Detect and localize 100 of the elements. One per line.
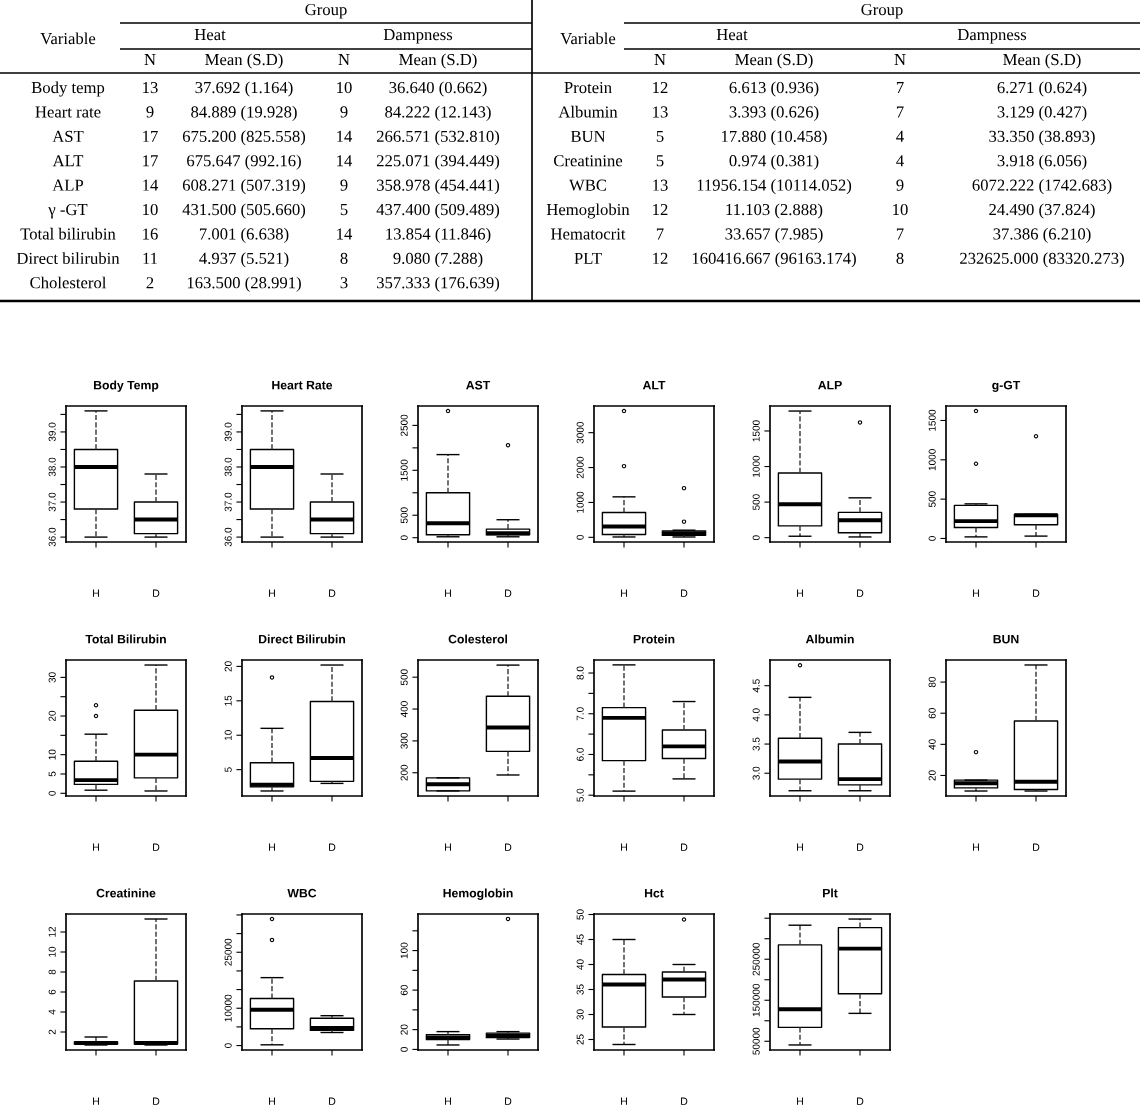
text: 5 <box>340 204 348 216</box>
text: 17 <box>143 130 158 142</box>
text: Variable <box>40 32 96 45</box>
category-label: ALT <box>52 155 84 167</box>
text: 84.889 (19.928) <box>191 105 297 121</box>
text: 9 <box>146 106 154 118</box>
text: 9 <box>896 179 904 191</box>
text: 14 <box>337 228 353 240</box>
category-label: γ -GT <box>48 203 88 219</box>
text: 12 <box>653 203 668 216</box>
text: Group <box>861 3 903 19</box>
text: 608.271 (507.319) <box>182 179 306 195</box>
text: 37.386 (6.210) <box>993 227 1091 243</box>
text: 4 <box>896 155 904 167</box>
text: 8 <box>896 252 904 264</box>
text: 7 <box>896 228 904 240</box>
category-label: N <box>654 54 666 66</box>
text: 11.103 (2.888) <box>726 203 823 219</box>
text: 33.657 (7.985) <box>725 227 823 243</box>
category-label: WBC <box>569 179 607 191</box>
text: 11956.154 (10114.052) <box>697 179 852 195</box>
text: Dampness <box>957 29 1027 44</box>
text: Group <box>305 3 347 19</box>
text: 3 <box>340 277 348 289</box>
category-label: Heart rate <box>35 106 101 118</box>
text: 17.880 (10.458) <box>722 130 827 146</box>
text: 7 <box>896 106 904 118</box>
text: 24.490 (37.824) <box>989 203 1095 219</box>
category-label: Cholesterol <box>30 276 107 289</box>
text: 4 <box>896 130 904 142</box>
text: 3.918 (6.056) <box>997 154 1087 170</box>
text: 6.271 (0.624) <box>997 81 1087 97</box>
category-label: Mean (S.D) <box>205 53 283 69</box>
text: 14 <box>337 155 353 167</box>
text: 16 <box>143 228 158 240</box>
category-label: BUN <box>570 130 606 142</box>
text: 4.937 (5.521) <box>199 252 289 268</box>
category-label: Mean (S.D) <box>399 53 477 69</box>
text: 37.692 (1.164) <box>195 81 293 97</box>
category-label: Total bilirubin <box>20 227 116 240</box>
text: 3.393 (0.626) <box>729 105 819 121</box>
text: 8 <box>340 252 348 264</box>
category-label: Mean (S.D) <box>1003 53 1081 69</box>
category-label: Mean (S.D) <box>735 53 813 69</box>
text: 11 <box>143 252 158 264</box>
category-label: N <box>144 54 156 66</box>
text: 358.978 (454.441) <box>377 179 500 195</box>
text: 225.071 (394.449) <box>376 154 500 170</box>
text: 13 <box>653 106 668 118</box>
text: 17 <box>143 155 158 167</box>
text: 10 <box>893 203 908 216</box>
text: 0.974 (0.381) <box>729 154 819 170</box>
category-label: N <box>338 54 350 66</box>
text: 2 <box>146 277 154 289</box>
text: 7 <box>656 228 664 240</box>
text: 266.571 (532.810) <box>376 130 500 146</box>
text: 6.613 (0.936) <box>729 81 819 97</box>
text: 84.222 (12.143) <box>385 105 491 121</box>
text: 13 <box>653 179 668 191</box>
text: 163.500 (28.991) <box>187 276 301 292</box>
text: Heat <box>194 29 226 41</box>
text: Heat <box>716 29 748 41</box>
category-label: Body temp <box>31 81 105 97</box>
category-label: N <box>894 54 906 66</box>
text: 5 <box>656 130 664 142</box>
category-label: ALP <box>52 179 84 191</box>
text: 675.200 (825.558) <box>182 130 306 146</box>
text: 9 <box>340 179 348 191</box>
text: 675.647 (992.16) <box>187 154 301 170</box>
category-label: AST <box>52 130 84 142</box>
text: 36.640 (0.662) <box>389 81 487 97</box>
text: 431.500 (505.660) <box>182 203 306 219</box>
category-label: Hemoglobin <box>546 203 630 219</box>
category-label: PLT <box>574 252 602 264</box>
category-label: Creatinine <box>553 155 623 167</box>
text: Dampness <box>383 29 453 44</box>
text: 9.080 (7.288) <box>393 252 483 268</box>
text: 13 <box>143 81 158 94</box>
text: 5 <box>656 155 664 167</box>
text: 7 <box>896 82 904 94</box>
text: 33.350 (38.893) <box>989 130 1095 146</box>
text: 13.854 (11.846) <box>386 227 491 243</box>
category-label: Direct bilirubin <box>16 252 120 264</box>
text: 14 <box>337 130 353 142</box>
text: 10 <box>337 81 352 94</box>
text: 3.129 (0.427) <box>997 105 1087 121</box>
category-label: Hematocrit <box>550 228 626 240</box>
category-label: Protein <box>564 81 612 94</box>
category-label: Albumin <box>558 105 618 118</box>
text: 160416.667 (96163.174) <box>692 252 856 268</box>
text: 6072.222 (1742.683) <box>972 179 1112 195</box>
text: 232625.000 (83320.273) <box>960 252 1124 268</box>
text: 12 <box>653 252 668 264</box>
text: 14 <box>143 179 159 191</box>
text: 12 <box>653 81 668 94</box>
text: Variable <box>560 32 616 45</box>
text: 437.400 (509.489) <box>376 203 500 219</box>
text: 7.001 (6.638) <box>199 227 289 243</box>
text: 357.333 (176.639) <box>377 276 500 292</box>
text: 10 <box>143 203 158 216</box>
